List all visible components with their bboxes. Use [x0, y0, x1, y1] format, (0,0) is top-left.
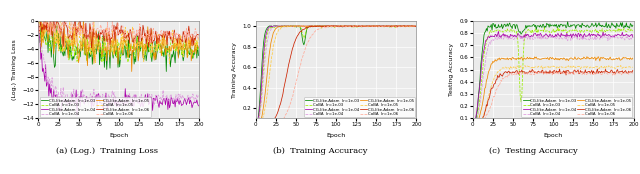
X-axis label: Epoch: Epoch	[543, 133, 563, 138]
X-axis label: Epoch: Epoch	[326, 133, 346, 138]
Legend: CG-like-Adam  lr=1e-03, CoBA  lr=1e-03, CG-like-Adam  lr=1e-04, CoBA  lr=1e-04, : CG-like-Adam lr=1e-03, CoBA lr=1e-03, CG…	[40, 97, 150, 117]
Legend: CG-like-Adam  lr=1e-03, CoBA  lr=1e-03, CG-like-Adam  lr=1e-04, CoBA  lr=1e-04, : CG-like-Adam lr=1e-03, CoBA lr=1e-03, CG…	[304, 97, 415, 117]
Text: (c)  Testing Accuracy: (c) Testing Accuracy	[489, 147, 578, 155]
Text: (b)  Training Accuracy: (b) Training Accuracy	[273, 147, 367, 155]
X-axis label: Epoch: Epoch	[109, 133, 129, 138]
Legend: CG-like-Adam  lr=1e-03, CoBA  lr=1e-03, CG-like-Adam  lr=1e-04, CoBA  lr=1e-04, : CG-like-Adam lr=1e-03, CoBA lr=1e-03, CG…	[522, 97, 632, 117]
Y-axis label: Testing Accuracy: Testing Accuracy	[449, 43, 454, 96]
Y-axis label: Training Accuracy: Training Accuracy	[232, 42, 237, 98]
Y-axis label: (Log.) Training Loss: (Log.) Training Loss	[12, 39, 17, 100]
Text: (a) (Log.)  Training Loss: (a) (Log.) Training Loss	[56, 147, 157, 155]
